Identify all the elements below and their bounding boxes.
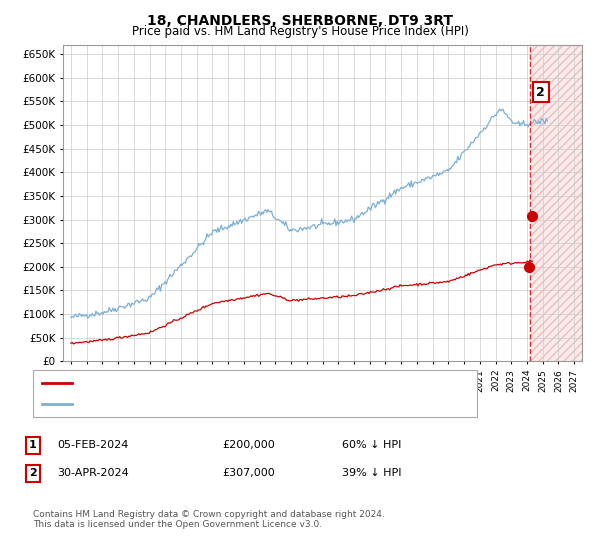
Text: £307,000: £307,000 bbox=[222, 468, 275, 478]
Text: 2: 2 bbox=[536, 86, 545, 99]
Text: £200,000: £200,000 bbox=[222, 440, 275, 450]
Text: Contains HM Land Registry data © Crown copyright and database right 2024.
This d: Contains HM Land Registry data © Crown c… bbox=[33, 510, 385, 529]
Text: 39% ↓ HPI: 39% ↓ HPI bbox=[342, 468, 401, 478]
Text: 18, CHANDLERS, SHERBORNE, DT9 3RT (detached house): 18, CHANDLERS, SHERBORNE, DT9 3RT (detac… bbox=[78, 378, 378, 388]
Text: 05-FEB-2024: 05-FEB-2024 bbox=[57, 440, 128, 450]
Text: 30-APR-2024: 30-APR-2024 bbox=[57, 468, 129, 478]
Text: Price paid vs. HM Land Registry's House Price Index (HPI): Price paid vs. HM Land Registry's House … bbox=[131, 25, 469, 38]
Text: 18, CHANDLERS, SHERBORNE, DT9 3RT: 18, CHANDLERS, SHERBORNE, DT9 3RT bbox=[147, 14, 453, 28]
Bar bbox=[530, 45, 582, 361]
Text: 60% ↓ HPI: 60% ↓ HPI bbox=[342, 440, 401, 450]
Text: 1: 1 bbox=[29, 440, 37, 450]
Text: 2: 2 bbox=[29, 468, 37, 478]
Text: HPI: Average price, detached house, Dorset: HPI: Average price, detached house, Dors… bbox=[78, 399, 305, 409]
Bar bbox=[530, 45, 582, 361]
